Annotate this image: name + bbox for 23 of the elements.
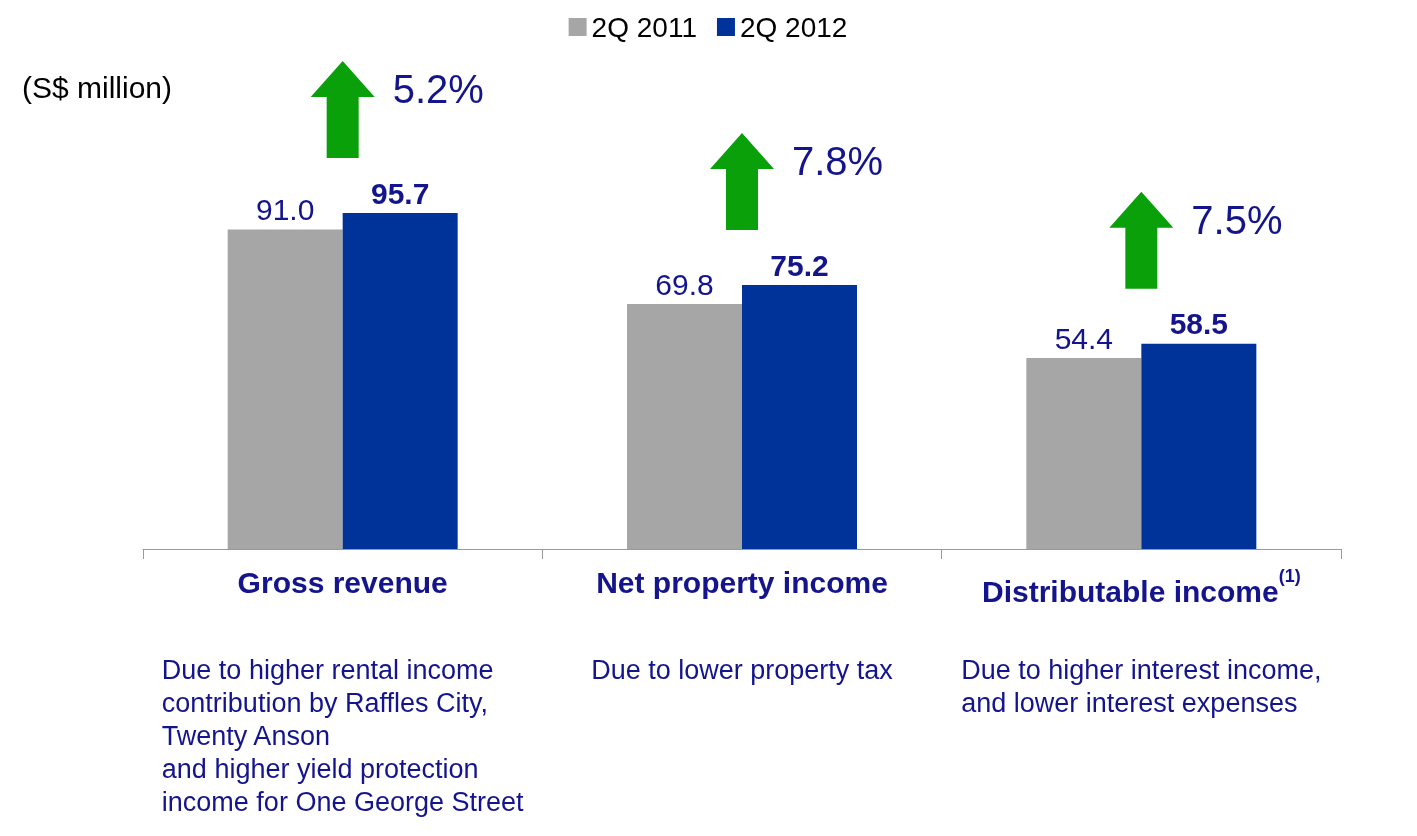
bar — [227, 229, 343, 549]
data-label: 95.7 — [370, 176, 430, 210]
annotation: 7.5% — [1191, 197, 1283, 242]
text: Due to higher rental income contribution by Raffles City, Twenty Anson and higher yield protection income for One George Street — [161, 654, 524, 817]
bar — [742, 285, 857, 549]
bar — [1026, 358, 1142, 549]
x-tick-label: Gross revenue — [237, 565, 448, 599]
data-label: 54.4 — [1054, 321, 1114, 355]
bar — [627, 304, 742, 549]
text: Due to lower property tax — [591, 654, 894, 685]
legend-label: 2Q 2012 — [739, 11, 848, 43]
text: Due to higher interest income, and lower interest expenses — [961, 654, 1322, 718]
data-label: 75.2 — [770, 248, 829, 282]
bar — [1141, 343, 1257, 549]
y-axis-title: (S$ million) — [22, 70, 173, 104]
bar — [342, 213, 458, 549]
annotation: 5.2% — [392, 67, 484, 112]
annotation: 7.8% — [792, 139, 884, 184]
data-label: 58.5 — [1169, 307, 1229, 341]
data-label: 91.0 — [255, 193, 315, 227]
legend-label: 2Q 2011 — [591, 11, 697, 43]
x-tick-label: Net property income — [596, 565, 888, 599]
data-label: 69.8 — [655, 267, 714, 301]
